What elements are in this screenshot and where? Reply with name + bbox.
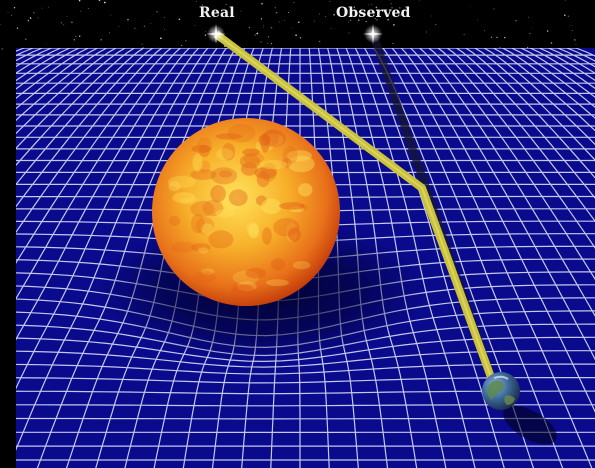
star-icon	[363, 24, 383, 44]
earth-icon	[482, 372, 520, 410]
sun-icon	[152, 118, 340, 306]
star-icon	[206, 24, 226, 44]
earth-shadow	[503, 405, 557, 445]
real-star-label: Real	[199, 5, 235, 21]
observed-star-label: Observed	[336, 5, 411, 21]
